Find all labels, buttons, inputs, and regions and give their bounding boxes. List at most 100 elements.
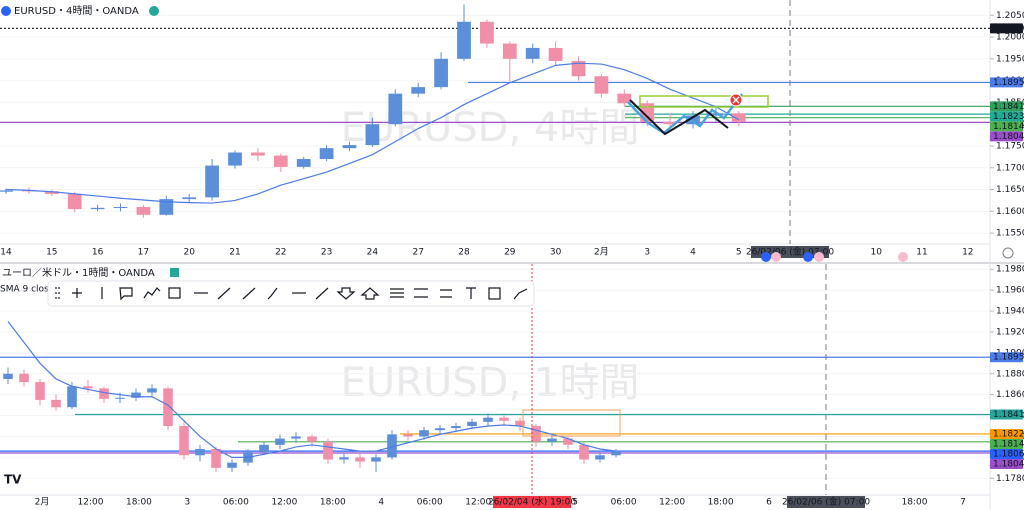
tool-arrow-line[interactable] — [242, 287, 256, 300]
cursor-badge — [493, 496, 571, 508]
price-badge-label: 1.18149 — [993, 122, 1024, 132]
price-badge — [990, 23, 1023, 34]
candle-body — [319, 148, 334, 160]
price-badge — [990, 111, 1023, 122]
candle-body — [131, 392, 141, 398]
candle-body — [159, 199, 174, 215]
price-badge-label: 1.18060 — [993, 449, 1024, 459]
alert-icon-x — [732, 96, 740, 104]
candle-body — [19, 373, 29, 383]
candle-body — [595, 455, 605, 460]
price-badge-label: 1.18958 — [993, 78, 1024, 88]
x-tick-label: 16 — [92, 248, 104, 258]
candle-body — [594, 76, 609, 94]
tool-rectangle[interactable] — [168, 287, 181, 299]
tool-text[interactable] — [466, 287, 476, 299]
candle-body — [0, 190, 13, 192]
candle-body — [571, 61, 586, 77]
x-tick-label: 06:00 — [223, 498, 249, 508]
candle-body — [291, 436, 301, 439]
price-badge — [990, 409, 1023, 420]
symbol-icon — [1, 6, 11, 16]
candle-body — [531, 426, 541, 442]
y-tick-label: 1.18600 — [996, 390, 1024, 400]
x-tick-label: 3 — [644, 248, 650, 258]
y-tick-label: 1.19800 — [996, 265, 1024, 275]
candle-body — [434, 58, 448, 88]
tool-trend-line[interactable] — [217, 287, 231, 300]
tool-curve[interactable] — [513, 288, 528, 300]
candle-body — [67, 386, 77, 408]
event-flag[interactable] — [761, 252, 771, 262]
candle-body — [387, 434, 397, 458]
drawing-toolbar — [47, 280, 535, 307]
x-tick-label: 17 — [138, 248, 149, 258]
crosshair-badge — [787, 496, 865, 508]
candle-body — [99, 388, 109, 399]
x-tick-label: 10 — [870, 248, 882, 258]
candle-body — [51, 399, 61, 408]
tool-range[interactable] — [440, 289, 452, 298]
event-flag[interactable] — [771, 252, 781, 262]
pane-title: ユーロ／米ドル・1時間・OANDA — [2, 266, 155, 279]
x-tick-label: 24 — [367, 248, 379, 258]
candle-body — [136, 206, 151, 215]
y-tick-label: 1.20500 — [996, 11, 1024, 21]
price-badge-label: 1.18224 — [993, 429, 1024, 439]
crosshair-label: 26/02/06 (金) 07:00 — [782, 496, 870, 508]
x-tick-label: 29 — [504, 248, 516, 258]
candle-body — [195, 449, 205, 456]
tool-crosshair[interactable] — [72, 288, 82, 298]
candle-body — [457, 21, 471, 59]
y-tick-label: 1.20000 — [996, 33, 1024, 43]
status-icon — [170, 268, 179, 277]
tool-channel[interactable] — [414, 288, 428, 298]
candle-body — [163, 388, 173, 427]
x-tick-label: 2月 — [35, 497, 50, 508]
candle-body — [90, 207, 105, 210]
candle-body — [342, 145, 357, 149]
x-tick-label: 14 — [0, 248, 12, 258]
candle-body — [44, 191, 59, 194]
event-flag[interactable] — [898, 252, 908, 262]
x-tick-label: 12:00 — [271, 498, 297, 508]
candle-body — [355, 457, 365, 462]
price-badge — [990, 448, 1023, 459]
settings-icon[interactable] — [1002, 247, 1014, 259]
event-flag[interactable] — [814, 252, 824, 262]
candle-body — [547, 438, 557, 442]
x-tick-label: 06:00 — [417, 498, 443, 508]
tool-arrow-down[interactable] — [336, 287, 356, 300]
y-tick-label: 1.17000 — [996, 163, 1024, 173]
price-badge — [990, 77, 1023, 88]
x-tick-label: 20 — [183, 248, 195, 258]
tool-path[interactable] — [143, 287, 161, 299]
candle-body — [686, 115, 700, 125]
x-tick-label: 11 — [916, 248, 927, 258]
candle-body — [611, 451, 621, 456]
candle-body — [563, 438, 573, 445]
x-tick-label: 18:00 — [708, 498, 734, 508]
candle-body — [365, 124, 380, 146]
tool-callout[interactable] — [119, 287, 133, 301]
tool-grid[interactable] — [488, 287, 501, 300]
tool-parallel[interactable] — [315, 287, 329, 300]
sma-line — [5, 62, 740, 204]
candle-body — [205, 165, 219, 198]
price-badge-label: 1.20200 — [993, 24, 1024, 34]
candle-body — [339, 457, 349, 460]
event-flag[interactable] — [803, 252, 813, 262]
candle-body — [467, 421, 477, 427]
tool-brush[interactable] — [267, 287, 278, 300]
candle-body — [83, 386, 93, 389]
candle-body — [273, 155, 288, 167]
candle-body — [296, 159, 311, 167]
candle-body — [211, 449, 221, 468]
candle-body — [67, 193, 82, 210]
candle-body — [259, 444, 269, 453]
candle-body — [480, 21, 494, 44]
price-badge — [990, 101, 1023, 112]
tool-arrow-up[interactable] — [360, 287, 380, 300]
tool-fib[interactable] — [390, 288, 404, 298]
